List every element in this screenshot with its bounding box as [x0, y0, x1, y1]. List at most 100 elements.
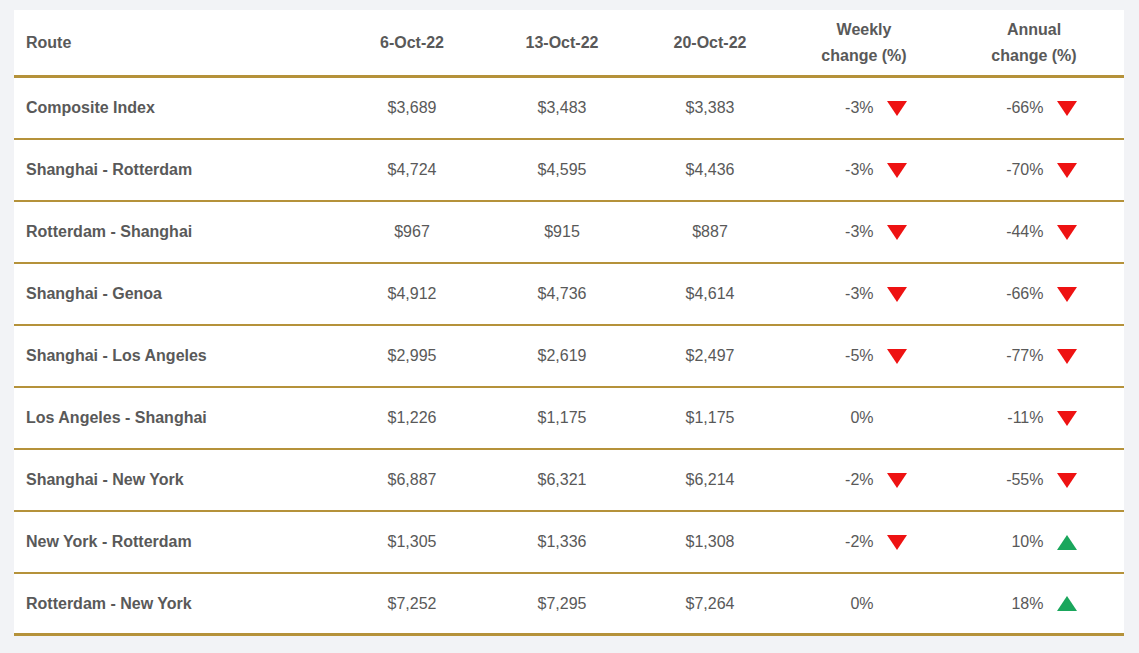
price-cell-6-oct: $6,887 — [336, 471, 488, 489]
annual-trend-triangle-icon — [1057, 411, 1077, 426]
weekly-change-cell: -2% — [784, 471, 944, 489]
price-cell-20-oct: $7,264 — [636, 595, 784, 613]
price-cell-6-oct: $4,912 — [336, 285, 488, 303]
weekly-change-value: -3% — [822, 285, 874, 303]
route-cell: Rotterdam - Shanghai — [14, 223, 336, 241]
weekly-change-value: -2% — [822, 471, 874, 489]
weekly-change-cell: -3% — [784, 161, 944, 179]
annual-change-value: -77% — [992, 347, 1044, 365]
annual-trend-triangle-icon — [1057, 287, 1077, 302]
weekly-trend-triangle-icon — [887, 596, 907, 611]
price-cell-6-oct: $1,226 — [336, 409, 488, 427]
annual-change-cell: -66% — [944, 285, 1124, 303]
annual-trend-triangle-icon — [1057, 163, 1077, 178]
table-row: Rotterdam - Shanghai $967 $915 $887 -3% … — [14, 202, 1124, 264]
annual-change-cell: 18% — [944, 595, 1124, 613]
annual-trend-triangle-icon — [1057, 101, 1077, 116]
weekly-change-value: -3% — [822, 99, 874, 117]
annual-trend-triangle-icon — [1057, 225, 1077, 240]
price-cell-13-oct: $4,736 — [488, 285, 636, 303]
column-header-13-oct-22: 13-Oct-22 — [488, 34, 636, 52]
weekly-change-cell: -2% — [784, 533, 944, 551]
price-cell-6-oct: $2,995 — [336, 347, 488, 365]
price-cell-20-oct: $6,214 — [636, 471, 784, 489]
annual-change-value: -66% — [992, 99, 1044, 117]
weekly-trend-triangle-icon — [887, 163, 907, 178]
annual-change-value: -70% — [992, 161, 1044, 179]
annual-trend-triangle-icon — [1057, 473, 1077, 488]
price-cell-13-oct: $6,321 — [488, 471, 636, 489]
rates-table: Route 6-Oct-22 13-Oct-22 20-Oct-22 Weekl… — [14, 10, 1124, 636]
annual-change-value: -11% — [992, 409, 1044, 427]
table-row: Shanghai - Los Angeles $2,995 $2,619 $2,… — [14, 326, 1124, 388]
weekly-trend-triangle-icon — [887, 101, 907, 116]
column-header-6-oct-22: 6-Oct-22 — [336, 34, 488, 52]
price-cell-20-oct: $4,614 — [636, 285, 784, 303]
price-cell-6-oct: $1,305 — [336, 533, 488, 551]
price-cell-6-oct: $3,689 — [336, 99, 488, 117]
price-cell-20-oct: $4,436 — [636, 161, 784, 179]
table-row: Rotterdam - New York $7,252 $7,295 $7,26… — [14, 574, 1124, 636]
weekly-trend-triangle-icon — [887, 473, 907, 488]
annual-change-value: -55% — [992, 471, 1044, 489]
price-cell-13-oct: $1,175 — [488, 409, 636, 427]
weekly-trend-triangle-icon — [887, 535, 907, 550]
price-cell-6-oct: $7,252 — [336, 595, 488, 613]
annual-change-value: 18% — [992, 595, 1044, 613]
column-header-weekly-line2: change (%) — [784, 43, 944, 69]
annual-change-cell: -70% — [944, 161, 1124, 179]
annual-trend-triangle-icon — [1057, 349, 1077, 364]
weekly-change-value: 0% — [822, 595, 874, 613]
price-cell-13-oct: $915 — [488, 223, 636, 241]
price-cell-6-oct: $967 — [336, 223, 488, 241]
annual-change-value: -66% — [992, 285, 1044, 303]
annual-change-value: 10% — [992, 533, 1044, 551]
table-header-row: Route 6-Oct-22 13-Oct-22 20-Oct-22 Weekl… — [14, 10, 1124, 78]
weekly-change-value: -2% — [822, 533, 874, 551]
route-cell: New York - Rotterdam — [14, 533, 336, 551]
price-cell-6-oct: $4,724 — [336, 161, 488, 179]
price-cell-13-oct: $2,619 — [488, 347, 636, 365]
price-cell-13-oct: $4,595 — [488, 161, 636, 179]
weekly-change-cell: 0% — [784, 409, 944, 427]
price-cell-20-oct: $2,497 — [636, 347, 784, 365]
route-cell: Shanghai - New York — [14, 471, 336, 489]
column-header-route: Route — [14, 34, 336, 52]
annual-change-cell: -66% — [944, 99, 1124, 117]
table-row: Los Angeles - Shanghai $1,226 $1,175 $1,… — [14, 388, 1124, 450]
annual-change-cell: -77% — [944, 347, 1124, 365]
column-header-weekly-change: Weekly change (%) — [784, 17, 944, 69]
weekly-change-cell: 0% — [784, 595, 944, 613]
table-row: New York - Rotterdam $1,305 $1,336 $1,30… — [14, 512, 1124, 574]
weekly-change-value: -3% — [822, 223, 874, 241]
weekly-trend-triangle-icon — [887, 287, 907, 302]
price-cell-20-oct: $887 — [636, 223, 784, 241]
annual-change-cell: -44% — [944, 223, 1124, 241]
route-cell: Los Angeles - Shanghai — [14, 409, 336, 427]
annual-change-cell: 10% — [944, 533, 1124, 551]
weekly-trend-triangle-icon — [887, 411, 907, 426]
annual-change-cell: -55% — [944, 471, 1124, 489]
annual-trend-triangle-icon — [1057, 535, 1077, 550]
price-cell-20-oct: $1,175 — [636, 409, 784, 427]
weekly-change-cell: -3% — [784, 285, 944, 303]
weekly-change-value: 0% — [822, 409, 874, 427]
table-body: Composite Index $3,689 $3,483 $3,383 -3%… — [14, 78, 1124, 636]
weekly-change-cell: -5% — [784, 347, 944, 365]
table-row: Shanghai - New York $6,887 $6,321 $6,214… — [14, 450, 1124, 512]
price-cell-13-oct: $7,295 — [488, 595, 636, 613]
column-header-annual-change: Annual change (%) — [944, 17, 1124, 69]
route-cell: Rotterdam - New York — [14, 595, 336, 613]
weekly-change-value: -5% — [822, 347, 874, 365]
price-cell-13-oct: $3,483 — [488, 99, 636, 117]
weekly-change-cell: -3% — [784, 223, 944, 241]
route-cell: Composite Index — [14, 99, 336, 117]
annual-change-value: -44% — [992, 223, 1044, 241]
weekly-change-value: -3% — [822, 161, 874, 179]
annual-trend-triangle-icon — [1057, 596, 1077, 611]
table-row: Shanghai - Genoa $4,912 $4,736 $4,614 -3… — [14, 264, 1124, 326]
annual-change-cell: -11% — [944, 409, 1124, 427]
route-cell: Shanghai - Rotterdam — [14, 161, 336, 179]
price-cell-20-oct: $3,383 — [636, 99, 784, 117]
weekly-change-cell: -3% — [784, 99, 944, 117]
